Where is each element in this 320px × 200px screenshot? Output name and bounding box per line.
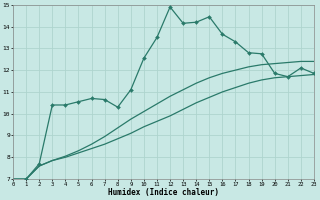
- X-axis label: Humidex (Indice chaleur): Humidex (Indice chaleur): [108, 188, 219, 197]
